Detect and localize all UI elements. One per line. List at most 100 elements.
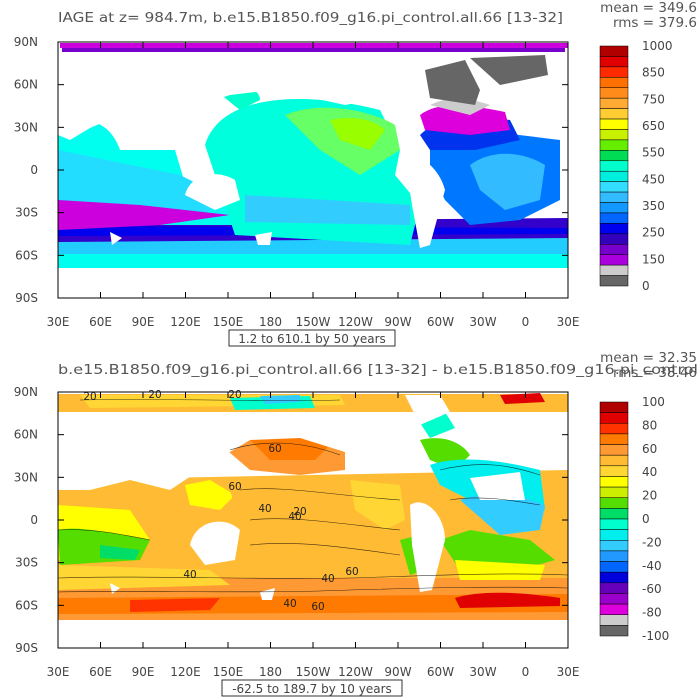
y-tick-label: 90N xyxy=(14,35,38,49)
colorbar-swatch xyxy=(599,603,629,615)
x-tick-label: 180 xyxy=(259,315,282,329)
y-tick-label: 0 xyxy=(30,513,38,527)
x-ticks-top: 30E 60E 90E 120E 150E 180 150W 120W 90W 60W 30W 0 30… xyxy=(47,42,579,329)
colorbar-swatch xyxy=(599,454,629,467)
contour-info-box-top xyxy=(228,329,396,347)
colorbar-swatch xyxy=(599,66,629,78)
colorbar-swatch xyxy=(599,118,629,130)
y-tick-label: 60S xyxy=(15,598,38,612)
colorbar-swatch xyxy=(599,56,629,68)
x-tick-label: 150W xyxy=(296,315,331,329)
colorbar-label: -40 xyxy=(642,559,662,573)
colorbar-swatch xyxy=(599,212,629,224)
contour-label: 60 xyxy=(345,566,358,578)
x-tick-label: 90W xyxy=(384,315,411,329)
colorbar-swatch xyxy=(599,423,629,435)
colorbar-swatch xyxy=(599,77,629,88)
colorbar-label: -60 xyxy=(642,582,662,596)
x-tick-label: 30E xyxy=(557,665,580,679)
colorbar-swatch xyxy=(599,550,629,562)
colorbar-label: 450 xyxy=(642,172,665,186)
colorbar-label: 350 xyxy=(642,199,665,213)
y-tick-label: 90S xyxy=(15,641,38,655)
y-ticks-top: 90N 60N 30N 0 30S 60S 90S xyxy=(14,35,568,305)
colorbar-label: 40 xyxy=(642,465,657,479)
colorbar-label: 20 xyxy=(642,489,657,503)
contour-label: 60 xyxy=(228,481,241,493)
colorbar-label: 0 xyxy=(642,279,650,293)
x-tick-label: 120E xyxy=(170,665,201,679)
colorbar-swatch xyxy=(599,476,629,488)
colorbar-swatch xyxy=(599,87,629,99)
panel-bottom-mean: mean = 32.35 xyxy=(600,350,697,366)
x-tick-label: 60E xyxy=(89,665,112,679)
colorbar-label: 250 xyxy=(642,226,665,240)
colorbar-swatch xyxy=(599,401,629,413)
x-tick-label: 60W xyxy=(427,665,454,679)
y-tick-label: 90N xyxy=(14,385,38,399)
colorbar-label: 60 xyxy=(642,442,657,456)
x-tick-label: 150E xyxy=(213,665,244,679)
colorbar-swatch xyxy=(599,264,629,276)
colorbar-bottom: 100 80 60 40 20 0 -20 -40 -60 -80 -100 xyxy=(599,395,669,643)
colorbar-swatch xyxy=(599,497,629,509)
contour-label: 20 xyxy=(228,389,241,401)
colorbar-top: 1000 850 750 650 550 450 350 250 150 0 xyxy=(599,39,673,293)
colorbar-swatch xyxy=(599,465,629,477)
panel-bottom: b.e15.B1850.f09_g16.pi_control.all.66 [1… xyxy=(14,350,698,697)
colorbar-label: 650 xyxy=(642,119,665,133)
colorbar-swatch xyxy=(599,108,629,120)
colorbar-label: -100 xyxy=(642,629,669,643)
colorbar-swatch xyxy=(599,529,629,541)
colorbar-swatch xyxy=(599,508,629,520)
contour-label: 40 xyxy=(183,569,196,581)
map-top xyxy=(58,42,568,298)
colorbar-swatch xyxy=(599,139,629,151)
colorbar-swatch xyxy=(599,254,629,266)
colorbar-swatch xyxy=(599,181,629,193)
colorbar-swatch xyxy=(599,170,629,182)
y-tick-label: 30N xyxy=(14,120,38,134)
x-tick-label: 180 xyxy=(259,665,282,679)
map-bottom xyxy=(58,392,568,648)
contour-label: 20 xyxy=(148,389,161,401)
x-tick-label: 90E xyxy=(132,665,155,679)
contour-label: 40 xyxy=(288,511,301,523)
colorbar-swatch xyxy=(599,244,629,255)
x-tick-label: 90W xyxy=(384,665,411,679)
panel-top-mean: mean = 349.6 xyxy=(600,0,697,16)
x-ticks-bottom: 30E 60E 90E 120E 150E 180 150W 120W 90W 60W 30W 0 30… xyxy=(47,392,580,679)
colorbar-swatch xyxy=(599,614,629,626)
y-tick-label: 30S xyxy=(15,556,38,570)
x-tick-label: 30E xyxy=(47,665,70,679)
colorbar-label: 550 xyxy=(642,146,665,160)
y-tick-label: 30S xyxy=(15,206,38,220)
y-tick-label: 30N xyxy=(14,470,38,484)
contour-info-top: 1.2 to 610.1 by 50 years xyxy=(238,332,386,346)
y-ticks-bottom: 90N 60N 30N 0 30S 60S 90S xyxy=(14,385,568,655)
contour-label: 20 xyxy=(83,391,96,403)
colorbar-swatch xyxy=(599,486,629,498)
colorbar-label: 80 xyxy=(642,418,657,432)
x-tick-label: 150E xyxy=(213,315,244,329)
colorbar-swatch xyxy=(599,150,629,162)
colorbar-swatch xyxy=(599,593,629,605)
colorbar-swatch xyxy=(599,97,629,109)
contour-label: 40 xyxy=(321,573,334,585)
x-tick-label: 90E xyxy=(132,315,155,329)
y-tick-label: 0 xyxy=(30,163,38,177)
colorbar-label: -20 xyxy=(642,535,662,549)
contour-label: 40 xyxy=(283,598,296,610)
x-tick-label: 60W xyxy=(427,315,454,329)
x-tick-label: 120W xyxy=(338,315,373,329)
panel-bottom-rms: rms = 38.46 xyxy=(613,365,697,381)
panel-top-rms: rms = 379.6 xyxy=(613,15,697,31)
contour-label: 40 xyxy=(258,503,271,515)
colorbar-label: 100 xyxy=(642,395,665,409)
x-tick-label: 60E xyxy=(89,315,112,329)
colorbar-label: 150 xyxy=(642,252,665,266)
colorbar-label: 850 xyxy=(642,66,665,80)
colorbar-swatch xyxy=(599,191,629,203)
